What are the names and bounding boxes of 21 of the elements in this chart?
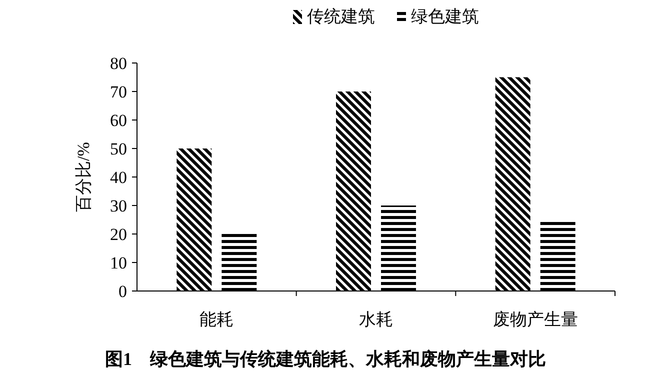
bar xyxy=(176,148,212,291)
text: 图1 绿色建筑与传统建筑能耗、水耗和废物产生量对比 xyxy=(105,349,546,369)
y-tick-label: 10 xyxy=(110,254,127,272)
y-tick-label: 20 xyxy=(110,225,127,244)
bar xyxy=(222,234,257,291)
bar xyxy=(336,92,371,291)
x-tick-label: 水耗 xyxy=(359,310,393,329)
x-tick-label: 废物产生量 xyxy=(492,310,578,329)
y-tick-label: 80 xyxy=(110,54,127,73)
bar xyxy=(495,77,530,291)
y-tick-label: 0 xyxy=(118,282,127,301)
y-axis-title: 百分比/% xyxy=(74,142,93,212)
y-tick-label: 30 xyxy=(110,196,127,216)
legend-label: 传统建筑 xyxy=(307,7,375,26)
x-tick-label: 能耗 xyxy=(200,310,234,329)
y-tick-label: 70 xyxy=(110,82,127,102)
legend-label: 绿色建筑 xyxy=(411,7,479,26)
y-tick-label: 60 xyxy=(110,111,127,130)
y-tick-label: 50 xyxy=(110,140,127,158)
bar xyxy=(381,206,416,291)
y-tick-label: 40 xyxy=(110,168,127,187)
